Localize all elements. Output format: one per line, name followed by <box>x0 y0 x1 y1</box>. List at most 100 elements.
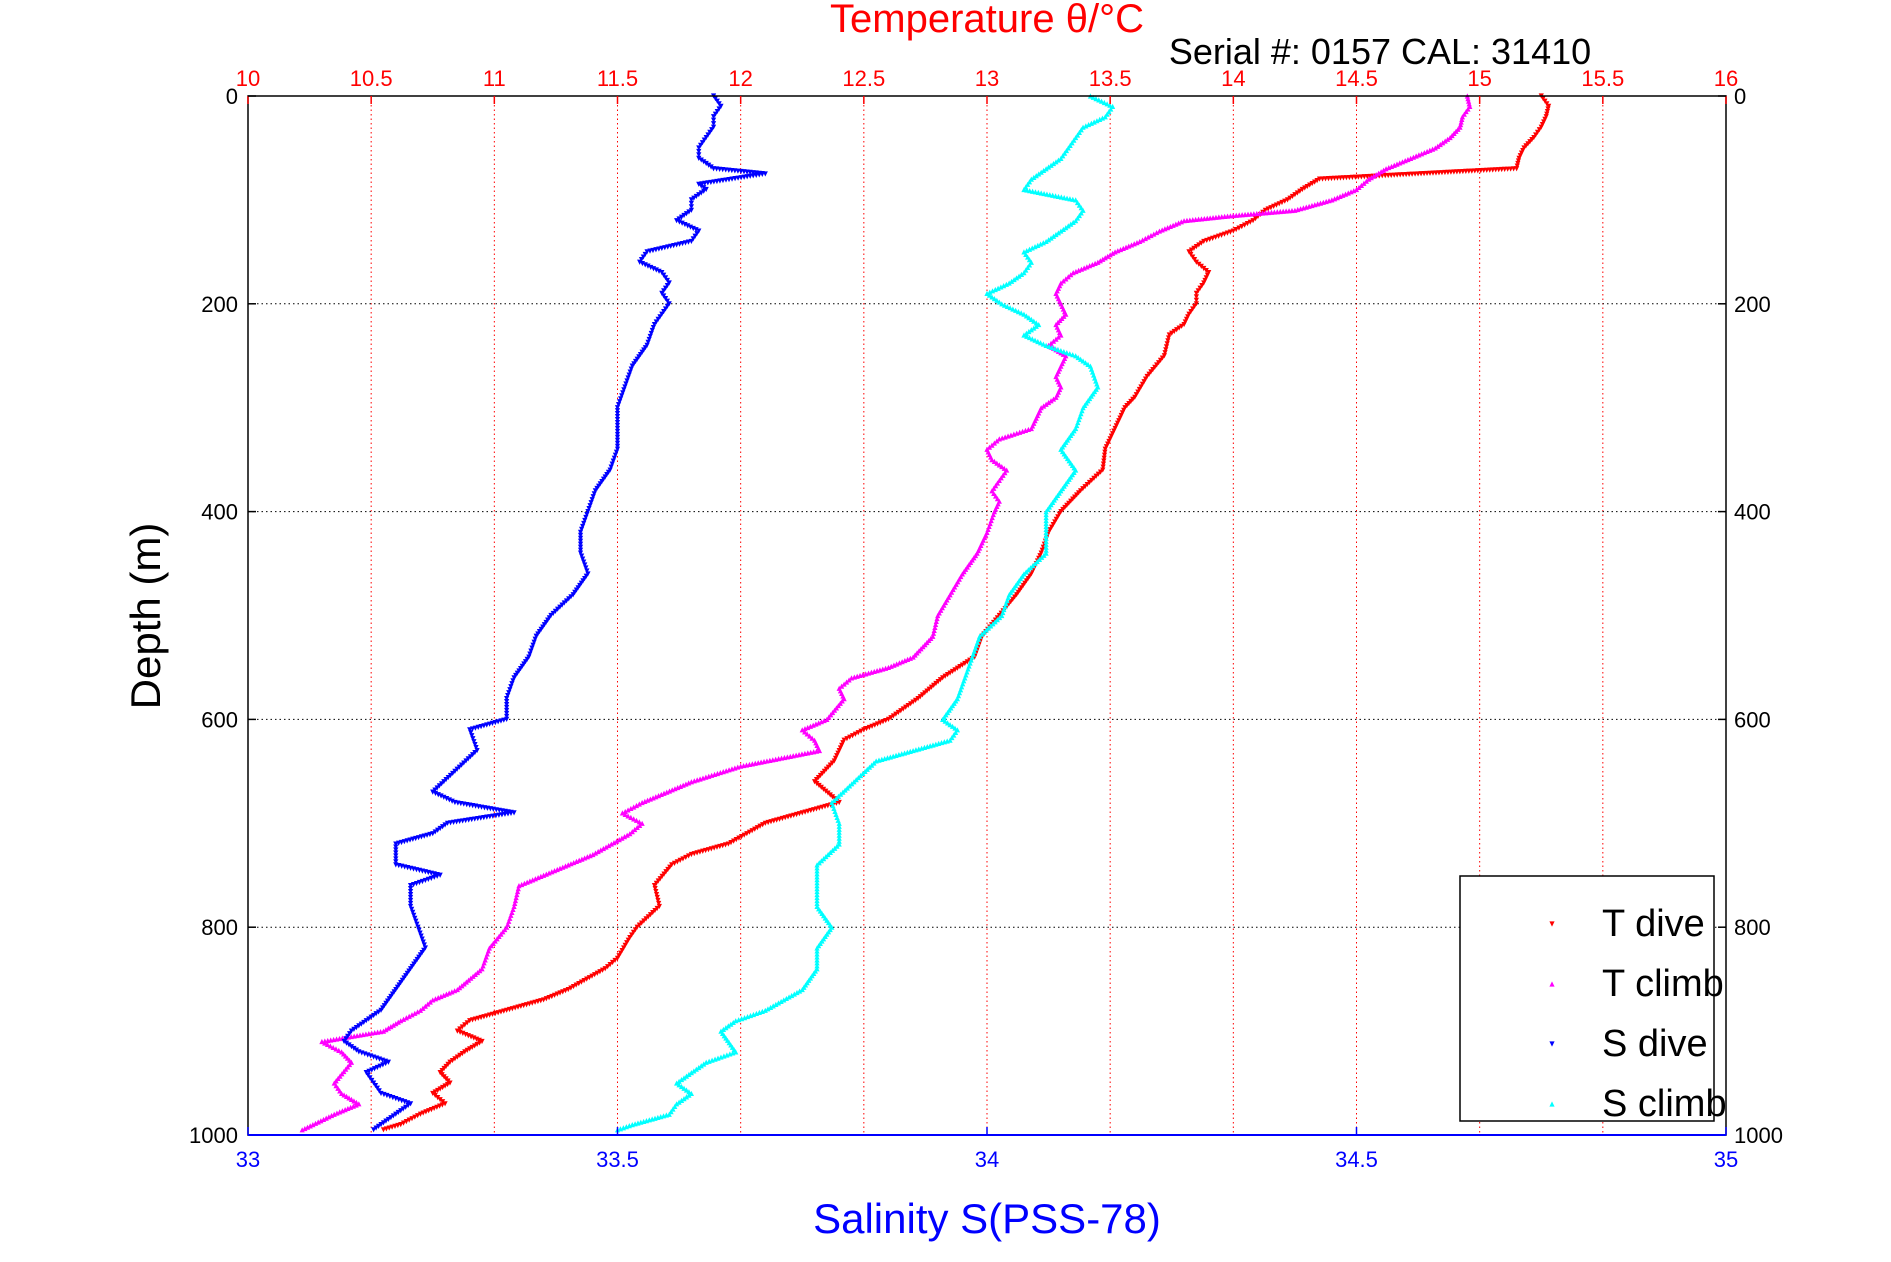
data-point <box>1466 101 1472 107</box>
data-point <box>1549 1101 1555 1107</box>
data-point <box>1198 240 1204 246</box>
data-point <box>587 853 593 859</box>
data-point <box>1033 173 1039 179</box>
data-point <box>1026 328 1032 335</box>
data-point <box>636 801 642 807</box>
data-point <box>799 727 805 733</box>
data-point <box>1181 321 1187 328</box>
data-point <box>612 957 618 964</box>
data-point <box>742 1014 748 1021</box>
data-point <box>1037 340 1044 346</box>
data-point <box>1435 143 1441 149</box>
data-point <box>1165 338 1171 344</box>
data-point <box>407 886 414 892</box>
data-point <box>1299 186 1305 193</box>
data-point <box>319 1038 325 1045</box>
data-point <box>606 842 612 849</box>
data-point <box>706 162 712 168</box>
data-point <box>459 1024 465 1030</box>
data-point <box>1031 174 1037 180</box>
data-point <box>1083 123 1089 129</box>
data-point <box>1033 320 1039 326</box>
data-point <box>1348 189 1354 195</box>
data-point <box>983 627 989 633</box>
data-point <box>1167 223 1173 230</box>
data-point <box>910 699 916 705</box>
data-point <box>579 526 585 533</box>
data-point <box>1102 449 1108 455</box>
data-point <box>747 1012 754 1019</box>
data-point <box>642 798 648 804</box>
data-point <box>403 1015 409 1021</box>
data-point <box>579 856 585 862</box>
data-point <box>1011 276 1017 283</box>
series-t-climb <box>299 93 1473 1133</box>
data-point <box>615 402 622 408</box>
left-tick-label: 1000 <box>189 1123 238 1148</box>
data-point <box>409 1012 415 1018</box>
data-point <box>375 1123 382 1129</box>
data-point <box>807 733 813 739</box>
data-point <box>814 957 820 963</box>
data-point <box>836 826 842 832</box>
right-tick-label: 600 <box>1734 707 1771 732</box>
data-point <box>407 900 414 907</box>
data-point <box>700 775 706 781</box>
data-point <box>773 1001 779 1007</box>
top-tick-label: 13.5 <box>1089 66 1132 91</box>
data-point <box>1036 556 1043 562</box>
data-point <box>614 405 621 411</box>
legend-entry: S climb <box>1549 1083 1727 1125</box>
data-point <box>1043 401 1049 407</box>
data-point <box>1007 305 1013 311</box>
data-point <box>1101 452 1108 458</box>
data-point <box>353 1102 359 1108</box>
data-point <box>1003 281 1009 287</box>
data-point <box>1064 350 1070 356</box>
data-point <box>1021 332 1027 338</box>
data-point <box>898 708 904 714</box>
data-point <box>358 1021 364 1027</box>
data-point <box>585 509 591 515</box>
data-point <box>333 1046 339 1052</box>
data-point <box>1048 235 1054 241</box>
data-point <box>512 900 518 907</box>
data-point <box>1363 178 1369 184</box>
data-point <box>631 804 637 810</box>
data-point <box>519 881 525 888</box>
data-point <box>1437 141 1443 148</box>
data-point <box>907 655 913 661</box>
data-point <box>814 954 820 960</box>
data-point <box>703 774 709 780</box>
data-point <box>1142 235 1148 242</box>
legend-label: S climb <box>1602 1083 1727 1125</box>
data-point <box>1053 336 1059 342</box>
data-point <box>848 675 855 681</box>
data-point <box>581 520 587 527</box>
data-point <box>986 444 993 450</box>
data-point <box>586 975 592 981</box>
data-point <box>597 969 603 975</box>
data-point <box>1005 433 1011 439</box>
data-point <box>709 1057 715 1063</box>
data-point <box>504 713 510 720</box>
data-point <box>843 679 850 685</box>
data-point <box>736 1017 742 1023</box>
data-point <box>622 811 628 817</box>
data-point <box>1055 157 1062 163</box>
data-point <box>541 872 547 878</box>
data-point <box>994 617 1000 623</box>
data-point <box>1025 567 1031 573</box>
data-point <box>855 774 862 781</box>
data-point <box>849 781 855 787</box>
data-point <box>599 967 606 973</box>
data-point <box>560 864 566 870</box>
top-tick-label: 15 <box>1467 66 1491 91</box>
data-point <box>1043 514 1049 521</box>
data-point <box>621 387 627 393</box>
data-point <box>698 190 704 196</box>
data-point <box>1465 98 1472 104</box>
data-point <box>676 1078 682 1084</box>
data-point <box>1016 273 1022 279</box>
data-point <box>1126 243 1132 249</box>
